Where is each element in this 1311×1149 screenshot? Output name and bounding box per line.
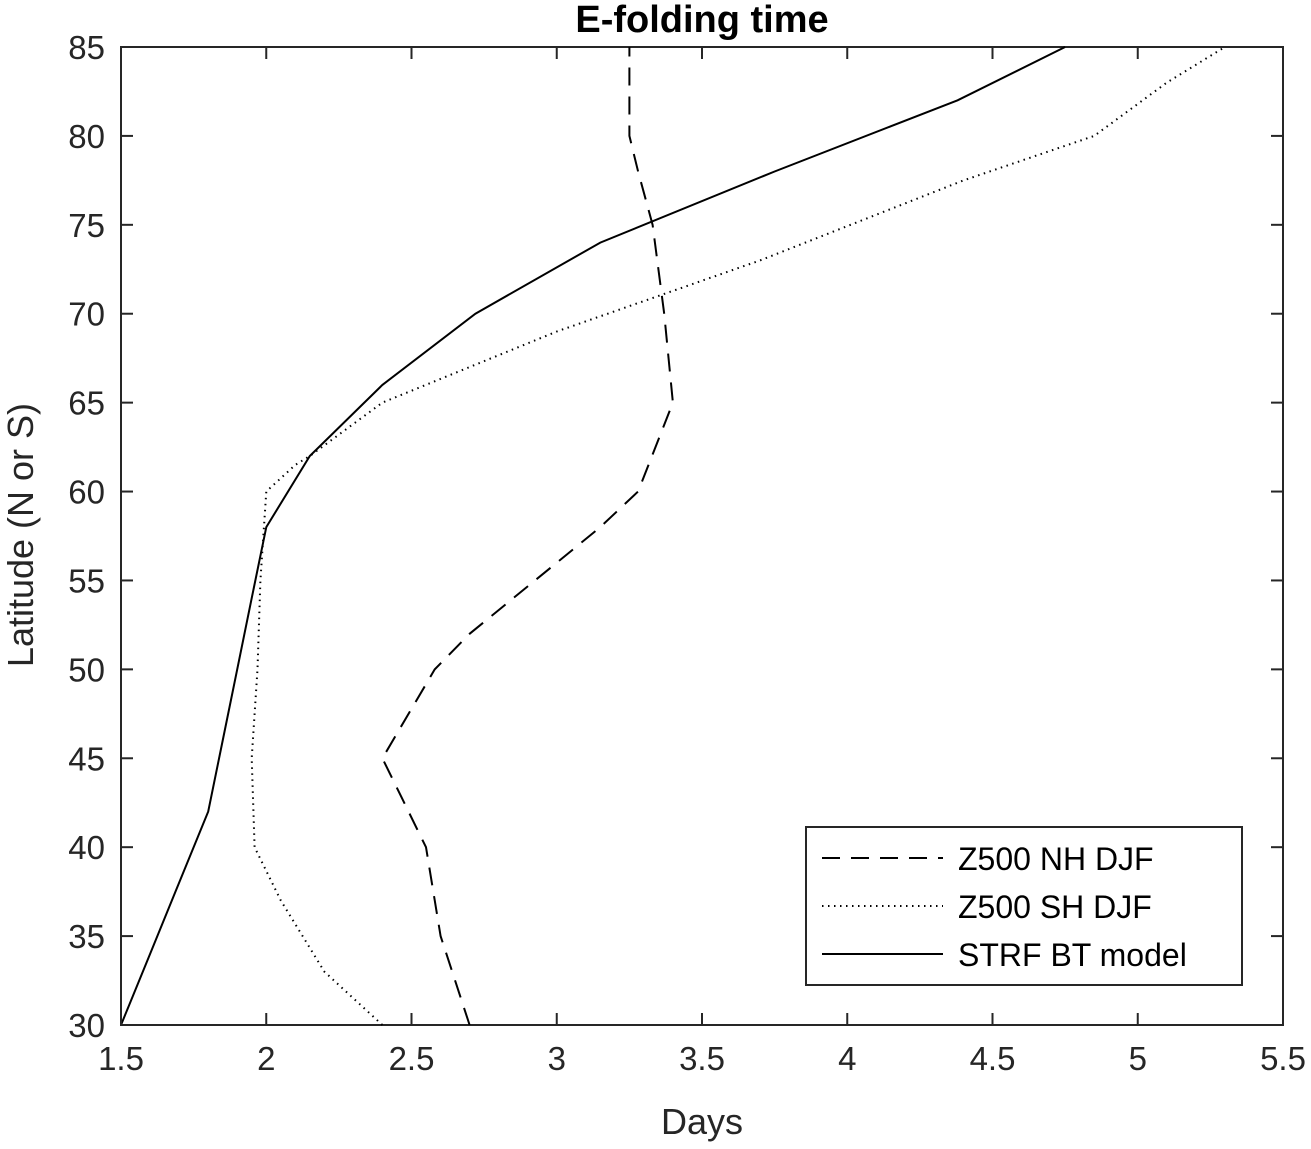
legend-label-2: Z500 SH DJF [958,889,1152,925]
y-tick-label: 40 [68,829,105,866]
y-tick-label: 35 [68,918,105,955]
y-tick-label: 45 [68,740,105,777]
series-layer [120,46,1226,1026]
y-tick-label: 70 [68,296,105,333]
y-tick-label: 60 [68,474,105,511]
y-tick-label: 80 [68,118,105,155]
y-tick-label: 55 [68,562,105,599]
x-tick-label: 2.5 [389,1040,435,1077]
series-line-3 [120,46,1066,1026]
legend-entries: Z500 NH DJF Z500 SH DJF STRF BT model [822,841,1187,973]
legend-label-1: Z500 NH DJF [958,841,1154,877]
x-tick-label: 3 [548,1040,566,1077]
y-tick-label: 65 [68,385,105,422]
tick-layer: 1.5 2 2.5 3 3.5 4 4.5 5 5.5 30 35 40 45 50 55 60 65 70 75 8… [68,29,1306,1077]
series-line-2 [250,46,1226,1026]
y-axis-label: Latitude (N or S) [0,403,41,667]
x-axis-label: Days [661,1101,743,1142]
legend: Z500 NH DJF Z500 SH DJF STRF BT model [805,826,1243,986]
x-tick-label: 5 [1129,1040,1147,1077]
y-tick-label: 30 [68,1007,105,1044]
y-tick-label: 50 [68,651,105,688]
x-tick-label: 4.5 [970,1040,1016,1077]
chart-title: E-folding time [575,0,828,41]
y-tick-label: 75 [68,207,105,244]
legend-box [805,826,1243,986]
x-tick-label: 1.5 [98,1040,144,1077]
x-tick-label: 4 [838,1040,856,1077]
x-tick-label: 2 [257,1040,275,1077]
x-tick-label: 3.5 [679,1040,725,1077]
legend-label-3: STRF BT model [958,937,1187,973]
x-tick-label: 5.5 [1260,1040,1306,1077]
y-tick-label: 85 [68,29,105,66]
series-line-1 [381,47,674,1026]
